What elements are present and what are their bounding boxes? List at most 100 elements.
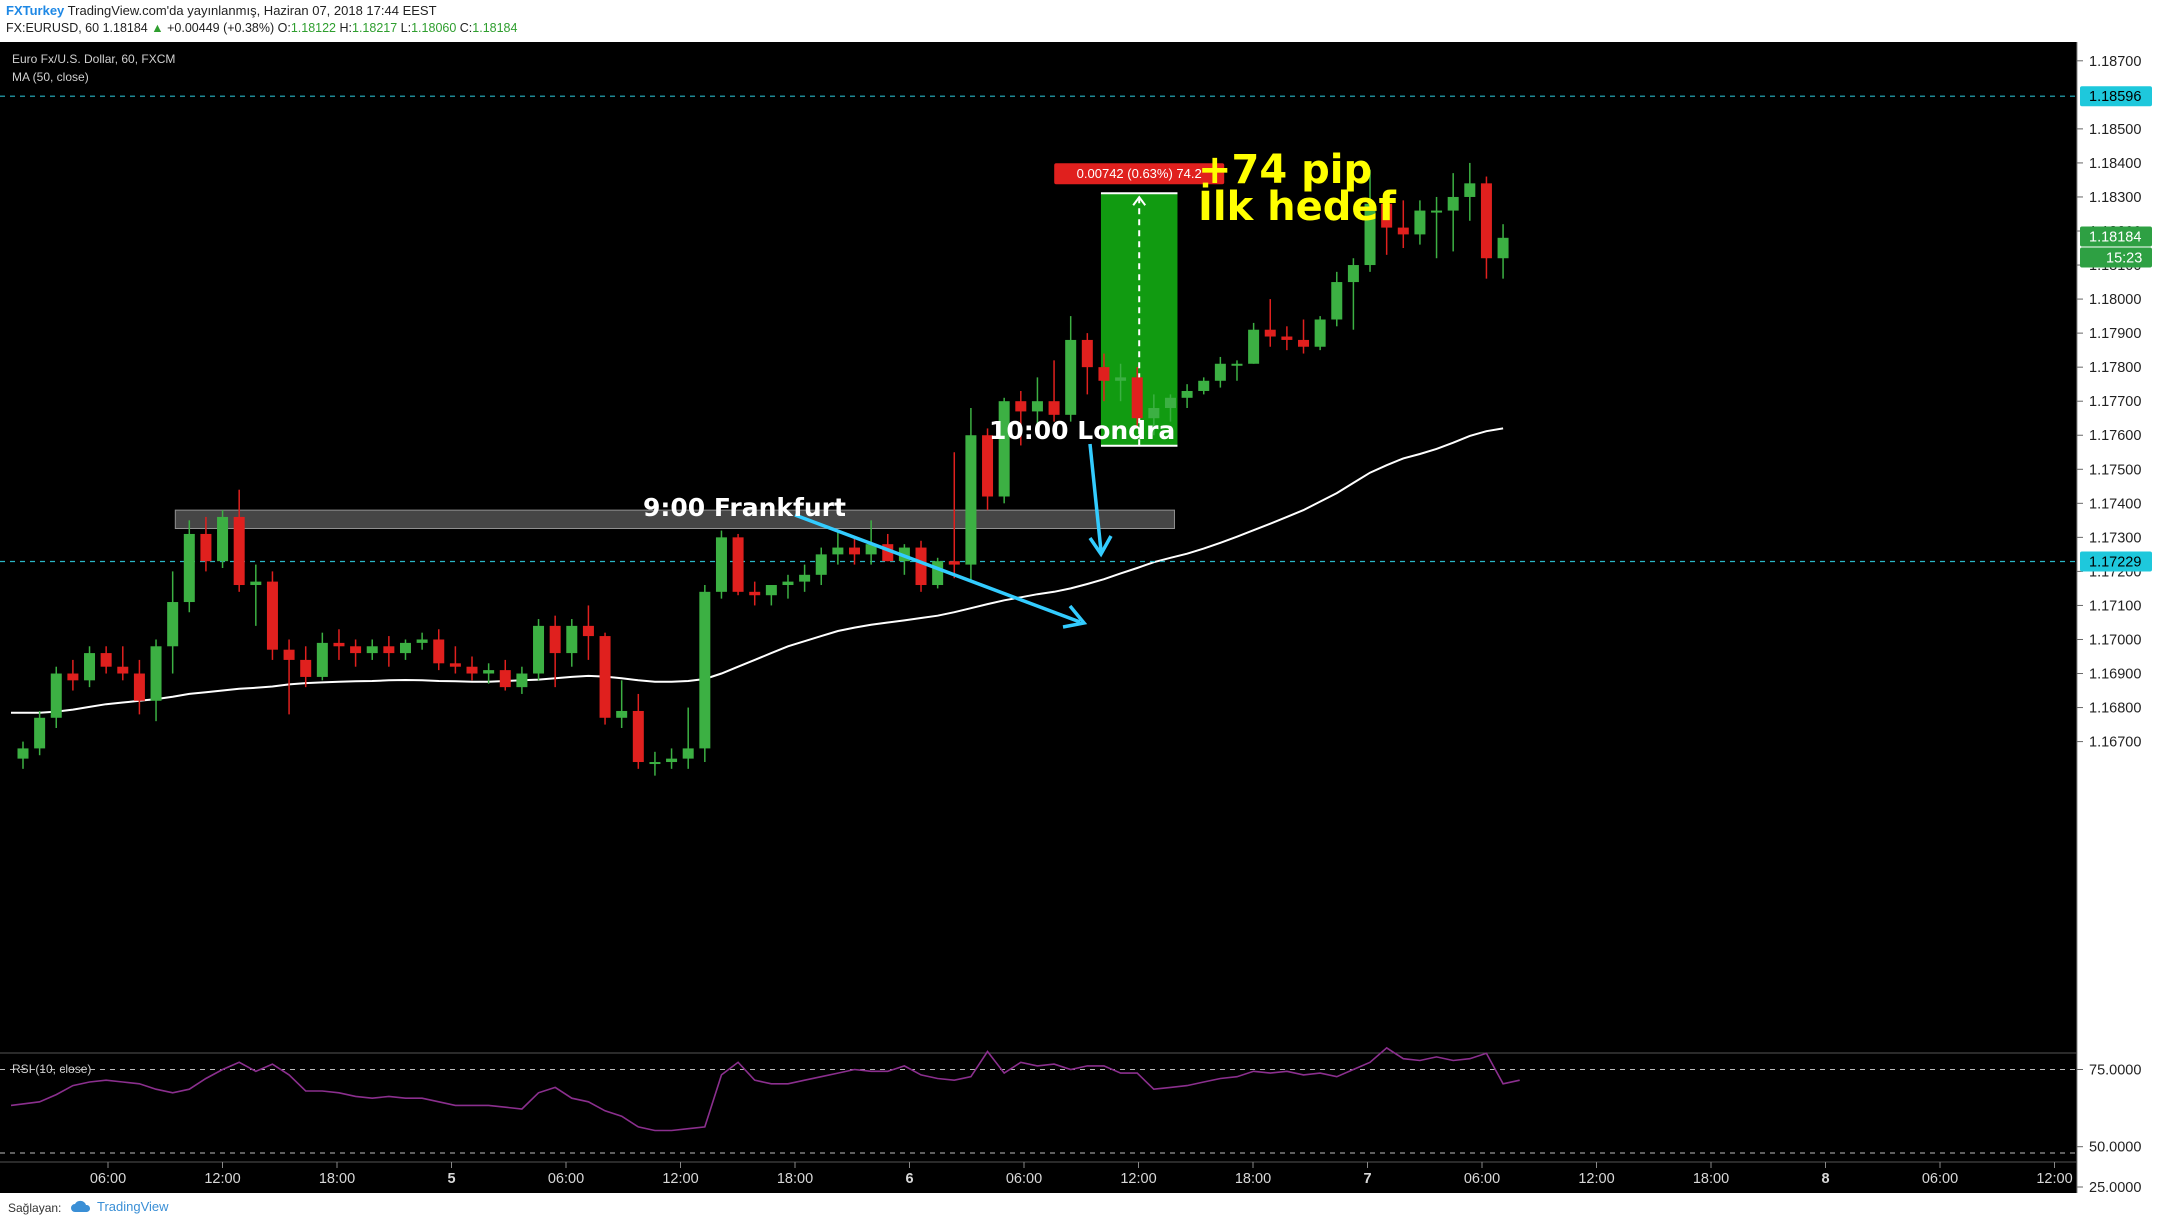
candle-body [1464,183,1476,197]
price-chart[interactable]: 0.00742 (0.63%) 74.2 1.16700 1.16800 1.169… [0,42,2157,1193]
candle [699,585,711,763]
london-label: 10:00 Londra [989,416,1175,445]
candle-body [67,673,79,681]
candle-body [832,547,844,555]
candle [799,564,811,592]
candle [1115,363,1127,402]
candle-body [616,710,628,718]
time-tick-label: 06:00 [1922,1171,1958,1187]
candle [100,646,112,674]
candle-body [549,625,561,654]
low-value: 1.18060 [411,21,457,35]
candles-layer [17,162,1509,776]
close-value: 1.18184 [472,21,518,35]
candle-body [965,435,977,565]
candle [1497,224,1509,279]
frankfurt-label: 9:00 Frankfurt [643,493,846,522]
candle [549,615,561,688]
candle [200,516,212,572]
candle [782,574,794,599]
candle [1098,353,1110,402]
candle [483,663,495,684]
high-value: 1.18217 [352,21,398,35]
target-caption: İlk hedef [1198,182,1396,230]
candle-body [815,554,827,575]
candle-body [599,636,611,718]
candle-body [1414,210,1426,235]
candle-body [1231,363,1243,366]
candle-body [250,581,262,586]
chart-header: FXTurkey TradingView.com'da yayınlanmış,… [0,0,2157,42]
price-tick-label: 1.17500 [2089,462,2141,478]
level-price-badge-text: 1.18596 [2089,89,2141,105]
candle-body [1031,401,1043,412]
candle-body [533,625,545,674]
open-label: O: [277,21,291,35]
candle [649,751,661,776]
candle-body [366,646,378,654]
candle-body [732,537,744,592]
measure-label: 0.00742 (0.63%) 74.2 [1077,166,1202,181]
candle [965,408,977,582]
candle [1331,271,1343,327]
price-tick-label: 1.17400 [2089,496,2141,512]
price-tick-label: 1.18000 [2089,292,2141,308]
time-tick-label: 06:00 [548,1171,584,1187]
candle [1347,258,1359,330]
countdown-badge [2080,247,2152,268]
price-tick-label: 1.17700 [2089,394,2141,410]
candle [1414,200,1426,245]
footer: Sağlayan: TradingView [0,1193,2157,1224]
time-tick-label: 18:00 [777,1171,813,1187]
time-tick-label: 12:00 [662,1171,698,1187]
price-tick-label: 1.18300 [2089,190,2141,206]
rsi-tick-label: 50.0000 [2089,1140,2141,1156]
price-tick-label: 1.18700 [2089,54,2141,70]
source-label: Sağlayan: [8,1201,62,1215]
candle-body [1497,237,1509,259]
candle-body [699,591,711,749]
level-price-badge [2080,86,2152,107]
time-tick-label: 18:00 [1235,1171,1271,1187]
candle-body [1347,265,1359,283]
london-arrow [1088,443,1103,552]
candle [466,656,478,681]
candle [1065,316,1077,422]
candle-body [1148,408,1160,419]
tradingview-link[interactable]: TradingView [70,1199,169,1214]
candle-body [799,574,811,582]
candle [50,666,62,728]
candle-body [200,533,212,562]
candle [416,632,428,650]
candle [17,741,29,769]
chart-background [0,42,2077,1193]
time-tick-label: 06:00 [1464,1171,1500,1187]
candle-body [1048,401,1060,415]
candle [932,557,944,589]
rsi-layer [0,1046,2077,1154]
candle-body [715,537,727,592]
candle-body [333,642,345,647]
time-tick-label: 8 [1821,1171,1829,1187]
time-tick-label: 12:00 [1578,1171,1614,1187]
candle-body [865,544,877,555]
candle-body [1081,339,1093,368]
publisher-name[interactable]: FXTurkey [6,3,65,18]
candle-body [982,435,994,497]
price-tick-label: 1.16700 [2089,735,2141,751]
candle [399,639,411,660]
last-price: 1.18184 [102,21,148,35]
time-tick-label: 06:00 [1006,1171,1042,1187]
candle-body [566,625,578,654]
candle [616,680,628,728]
resistance-zone-layer [174,509,1175,530]
cloud-icon [71,1200,91,1212]
candle [682,707,694,769]
candle [566,619,578,667]
low-label: L: [400,21,412,35]
candle [1214,356,1226,388]
countdown-badge-text: 15:23 [2106,250,2142,266]
candle [1048,360,1060,422]
candle-body [1381,203,1393,228]
candle [815,547,827,586]
